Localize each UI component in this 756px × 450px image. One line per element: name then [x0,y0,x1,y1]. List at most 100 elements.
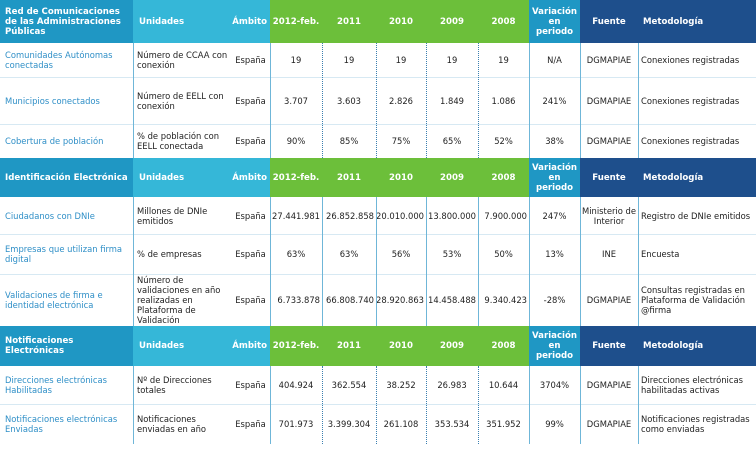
value-cell: 404.924 [278,380,314,390]
source-cell: DGMAPIAE [586,380,632,390]
unit-cell: Millones de DNIe emitidos [137,205,208,226]
source-header: Fuente [580,0,638,43]
year-header: 2012-feb. [270,326,322,366]
scope-cell: España [235,55,266,65]
scope-header-label: Ámbito [232,172,267,183]
units-header-label: Unidades [139,172,185,183]
variation-cell: -28% [543,295,566,305]
scope-cell: España [235,419,266,429]
scope-cell: España [235,95,266,106]
value-cell: 28.920.863 [376,295,424,305]
scope-cell: España [235,380,266,390]
value-cell: 26.852.858 [326,210,374,221]
year-header: 2010 [376,158,426,197]
year-header: 2012-feb. [270,0,322,43]
section-title: Red de Comunicaciones de las Administrac… [0,0,133,43]
unit-cell: % de empresas [137,249,202,259]
year-header: 2012-feb. [270,158,322,197]
column-divider [478,197,479,326]
column-divider [426,366,427,444]
column-divider [580,43,581,158]
value-cell: 1.086 [491,95,516,106]
row-divider [0,124,756,125]
row-divider [0,77,756,78]
value-cell: 2.826 [389,95,413,106]
table-row: Direcciones electrónicas Habilitadas Nº d… [0,366,756,404]
column-divider [638,43,639,158]
variation-header: Variación en periodo [529,158,580,197]
column-divider [478,43,479,158]
units-header-label: Unidades [139,16,185,27]
source-header: Fuente [580,158,638,197]
indicator-name: Comunidades Autónomas conectadas [5,50,113,70]
column-divider [638,366,639,444]
section-title: Notificaciones Electrónicas [0,326,133,366]
units-header: Unidades Ámbito [133,0,270,43]
year-header: 2011 [322,0,376,43]
indicator-name: Empresas que utilizan firma digital [5,244,123,264]
value-cell: 19 [395,55,407,65]
year-header: 2009 [426,158,478,197]
year-header: 2008 [478,326,529,366]
value-cell: 52% [494,136,513,146]
scope-cell: España [235,210,266,221]
value-cell: 65% [442,136,462,146]
value-cell: 26.983 [437,380,467,390]
table-row: Cobertura de población % de población con… [0,124,756,158]
methodology-header: Metodología [638,326,756,366]
column-divider [133,366,134,444]
table-row: Comunidades Autónomas conectadas Número d… [0,43,756,77]
indicator-name: Cobertura de población [5,136,104,146]
year-header: 2010 [376,0,426,43]
value-cell: 38.252 [386,380,416,390]
column-divider [376,197,377,326]
value-cell: 10.644 [488,380,519,390]
value-cell: 63% [339,249,359,259]
indicator-name: Municipios conectados [5,95,100,106]
value-cell: 53% [442,249,462,259]
value-cell: 13.800.000 [428,210,476,221]
value-cell: 63% [286,249,306,259]
source-cell: DGMAPIAE [586,55,632,65]
variation-cell: 247% [542,210,567,221]
column-divider [322,43,323,158]
value-cell: 7.900.000 [484,210,527,221]
variation-cell: N/A [547,55,562,65]
value-cell: 85% [339,136,359,146]
unit-cell: Número de EELL con conexión [137,90,224,111]
table-row: Validaciones de firma e identidad electr… [0,274,756,326]
source-header: Fuente [580,326,638,366]
source-cell: INE [601,249,617,259]
methodology-cell: Consultas registradas en Plataforma de V… [641,285,746,315]
value-cell: 353.534 [434,419,470,429]
scope-cell: España [235,136,266,146]
unit-cell: Nº de Direcciones totales [137,375,212,395]
column-divider [638,197,639,326]
value-cell: 27.441.981 [272,210,320,221]
variation-cell: 241% [542,95,567,106]
source-cell: DGMAPIAE [586,419,632,429]
value-cell: 19 [343,55,355,65]
value-cell: 50% [494,249,513,259]
year-header: 2011 [322,158,376,197]
section-header: Identificación Electrónica Unidades Ámbito… [0,158,756,197]
year-header: 2008 [478,158,529,197]
variation-header: Variación en periodo [529,326,580,366]
column-divider [580,197,581,326]
year-header: 2009 [426,0,478,43]
value-cell: 75% [391,136,411,146]
column-divider [376,43,377,158]
column-divider [376,366,377,444]
indicator-name: Notificaciones electrónicas Enviadas [5,414,118,434]
value-cell: 19 [498,55,509,65]
column-divider [270,197,271,326]
column-divider [478,366,479,444]
column-divider [270,366,271,444]
row-divider [0,274,756,275]
section-title: Identificación Electrónica [0,158,133,197]
column-divider [426,43,427,158]
column-divider [580,366,581,444]
column-divider [529,43,530,158]
value-cell: 9.340.423 [484,295,527,305]
